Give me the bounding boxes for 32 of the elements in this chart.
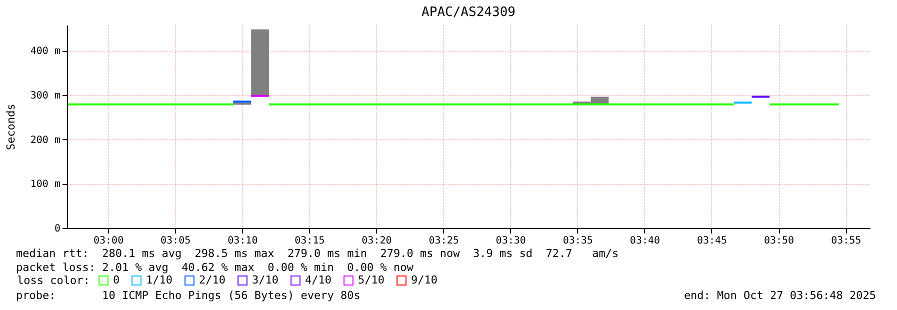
x-tick-label: 03:20 — [362, 236, 392, 246]
x-tick-label: 03:40 — [630, 236, 660, 246]
legend-label: 5/10 — [358, 274, 384, 287]
text: median rtt: 280.1 ms avg 298.5 ms max 279.0 ms min 279.0 ms now 3.9 ms sd 72.7 am/s — [16, 247, 619, 260]
bar — [251, 29, 269, 96]
x-tick-label: 03:55 — [831, 236, 862, 246]
x-tick-label: 03:10 — [228, 236, 258, 246]
y-axis-title: Seconds — [4, 104, 18, 150]
chart-title: APAC/AS24309 — [422, 5, 516, 20]
y-tick-label: 100 m — [30, 179, 60, 190]
x-tick-label: 03:00 — [93, 236, 124, 246]
x-tick-label: 03:05 — [160, 236, 191, 246]
legend-label: 0 — [113, 274, 120, 287]
x-tick-label: 03:30 — [496, 236, 526, 246]
text: probe: 10 ICMP Echo Pings (56 Bytes) every 80s — [16, 289, 360, 302]
x-tick-label: 03:25 — [428, 236, 459, 246]
x-tick-label: 03:45 — [696, 236, 728, 246]
text: packet loss: 2.01 % avg 40.62 % max 0.00 % min 0.00 % now — [16, 261, 414, 274]
legend-title: loss color: — [17, 274, 90, 287]
y-tick-label: 0 — [54, 224, 60, 234]
text: end: Mon Oct 27 03:56:48 2025 — [684, 289, 876, 302]
x-tick-label: 03:15 — [294, 236, 325, 246]
y-tick-label: 300 m — [30, 90, 60, 102]
legend-label: 3/10 — [252, 274, 278, 287]
legend-label: 9/10 — [411, 274, 438, 287]
legend-label: 1/10 — [146, 274, 172, 287]
x-tick-label: 03:35 — [562, 236, 593, 246]
y-tick-label: 200 m — [30, 134, 60, 146]
legend-label: 4/10 — [305, 274, 332, 287]
y-tick-label: 400 m — [30, 46, 60, 58]
x-tick-label: 03:50 — [764, 236, 794, 246]
legend-label: 2/10 — [199, 274, 226, 287]
